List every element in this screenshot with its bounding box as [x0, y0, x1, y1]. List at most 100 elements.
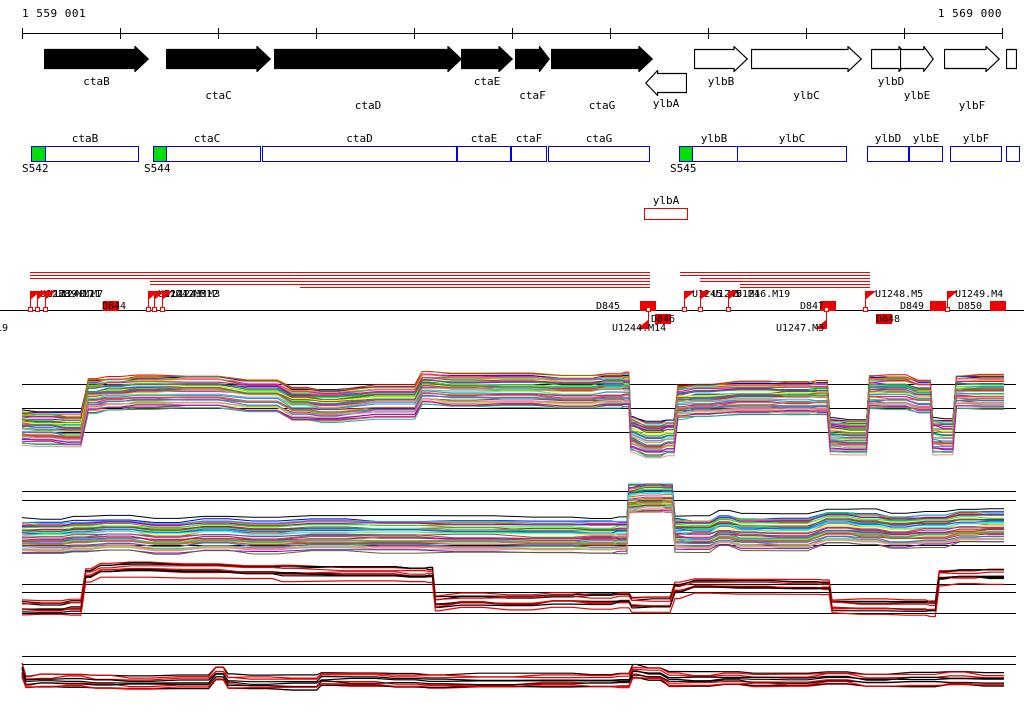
gene-arrow-ylbE[interactable] — [899, 44, 934, 74]
feature-flag-up[interactable] — [865, 291, 876, 300]
feature-stem — [700, 291, 701, 310]
feature-label-19: 19 — [0, 323, 9, 334]
gene-arrow-ctaE[interactable] — [460, 45, 514, 73]
ruler-tick — [610, 28, 611, 39]
feature-label-D850: D850 — [958, 301, 983, 312]
gene-label-ylbE: ylbE — [903, 89, 931, 102]
segment-box-ctaB[interactable] — [31, 146, 139, 162]
feature-label-U1240.M7: U1240.M7 — [55, 289, 104, 300]
segment-box-ctaF[interactable] — [511, 146, 547, 162]
segment-box-ylbF[interactable] — [950, 146, 1002, 162]
gene-label-ctaB: ctaB — [83, 75, 110, 88]
gene-label-ylbD: ylbD — [877, 75, 905, 88]
feature-flag-up[interactable] — [162, 291, 173, 300]
rna-box-ylbA[interactable] — [644, 208, 688, 220]
segment-box-ylbD[interactable] — [867, 146, 909, 162]
feature-flag-up[interactable] — [30, 291, 41, 300]
gene-arrow-shape — [693, 45, 749, 73]
feature-flag-down[interactable] — [637, 320, 648, 329]
feature-label-U1245.M5: U1245.M5 — [692, 289, 741, 300]
feature-label-U1242.M12: U1242.M12 — [164, 289, 219, 300]
feature-block[interactable] — [990, 301, 1006, 311]
feature-block[interactable] — [820, 301, 836, 311]
coordinate-ruler[interactable] — [0, 28, 1024, 42]
segment-start-marker — [31, 146, 46, 162]
segment-start-marker — [679, 146, 693, 162]
feature-flag-up[interactable] — [154, 291, 165, 300]
feature-label-D844: D844 — [102, 301, 127, 312]
data-series-line — [21, 491, 1004, 534]
expression-plot-1-canvas[interactable] — [0, 370, 1024, 470]
ruler-tick — [904, 28, 905, 39]
ruler-tick — [1002, 28, 1003, 39]
segment-box-ylbE[interactable] — [909, 146, 943, 162]
segment-label-ctaG: ctaG — [585, 132, 613, 145]
feature-flag-up[interactable] — [148, 291, 159, 300]
gene-arrow-ctaG[interactable] — [550, 45, 654, 73]
feature-label-D846: D846 — [651, 314, 676, 325]
feature-flag-up[interactable] — [947, 291, 958, 300]
gene-arrow-ctaD[interactable] — [273, 45, 463, 73]
data-series-line — [21, 495, 1004, 537]
segment-box-ctaD[interactable] — [262, 146, 457, 162]
gene-arrow-path — [943, 45, 1001, 73]
segment-box-ctaC[interactable] — [153, 146, 261, 162]
ruler-tick — [22, 28, 23, 39]
gene-arrow-ylbF[interactable] — [943, 45, 1001, 73]
data-series-line — [21, 563, 1004, 604]
gene-label-ctaG: ctaG — [588, 99, 616, 112]
feature-block[interactable] — [103, 301, 119, 311]
expression-plot-2-canvas[interactable] — [0, 483, 1024, 561]
feature-span-line — [700, 278, 870, 279]
feature-flag-up[interactable] — [700, 291, 711, 300]
feature-label-U1249.M4: U1249.M4 — [955, 289, 1004, 300]
segment-box-unnamed[interactable] — [1006, 146, 1020, 162]
ruler-tick — [120, 28, 121, 39]
feature-anchor-square — [646, 307, 651, 312]
segment-label-ctaC: ctaC — [193, 132, 221, 145]
gene-arrow-ctaF[interactable] — [514, 44, 550, 74]
feature-stem — [947, 291, 948, 310]
segment-label-ctaE: ctaE — [470, 132, 498, 145]
feature-label-D848: D848 — [876, 314, 901, 325]
feature-block[interactable] — [876, 314, 892, 324]
gene-arrow-path — [550, 45, 654, 73]
feature-block[interactable] — [655, 314, 671, 324]
gene-arrow-ylbA[interactable] — [644, 68, 688, 98]
feature-block[interactable] — [930, 301, 946, 311]
feature-label-U1238.M17: U1238.M17 — [40, 289, 95, 300]
segment-box-ylbC[interactable] — [737, 146, 847, 162]
gene-arrow-unnamed[interactable] — [1005, 46, 1018, 72]
rna-feature-track[interactable]: ylbA — [0, 195, 1024, 225]
feature-block[interactable] — [640, 301, 656, 311]
feature-flag-up[interactable] — [684, 291, 695, 300]
gene-label-ylbB: ylbB — [707, 75, 735, 88]
feature-label-U1241.M3: U1241.M3 — [158, 289, 207, 300]
segment-track[interactable]: ctaB S542 ctaC S544 ctaD ctaE ctaF ctaG ylbB S545… — [0, 133, 1024, 191]
expression-plot-4-canvas[interactable] — [0, 645, 1024, 714]
gene-label-ctaF: ctaF — [519, 89, 546, 102]
feature-anchor-square — [726, 307, 731, 312]
data-series-line — [21, 666, 1004, 683]
feature-flag-up[interactable] — [37, 291, 48, 300]
gene-arrow-ctaC[interactable] — [165, 45, 272, 73]
gene-arrow-ylbC[interactable] — [750, 45, 863, 73]
expression-plot-3-canvas[interactable] — [0, 557, 1024, 629]
segment-label-ylbF: ylbF — [962, 132, 990, 145]
gene-arrow-ylbB[interactable] — [693, 45, 749, 73]
feature-span-line — [740, 284, 870, 285]
segment-box-ctaG[interactable] — [548, 146, 650, 162]
feature-flag-up[interactable] — [45, 291, 56, 300]
feature-flag-down[interactable] — [815, 320, 826, 329]
feature-anchor-square — [824, 307, 829, 312]
feature-flag-up[interactable] — [728, 291, 739, 300]
gene-arrow-shape — [460, 45, 514, 73]
segment-box-ctaE[interactable] — [457, 146, 511, 162]
data-series-line — [21, 668, 1004, 685]
gene-arrow-ctaB[interactable] — [43, 45, 150, 73]
gene-arrow-path — [460, 45, 514, 73]
gene-label-ylbA: ylbA — [652, 97, 680, 110]
cds-arrow-track[interactable]: ctaB ctaC ctaD ctaE ctaF ctaG ylbA ylbB ylbC ylbD… — [0, 44, 1024, 112]
